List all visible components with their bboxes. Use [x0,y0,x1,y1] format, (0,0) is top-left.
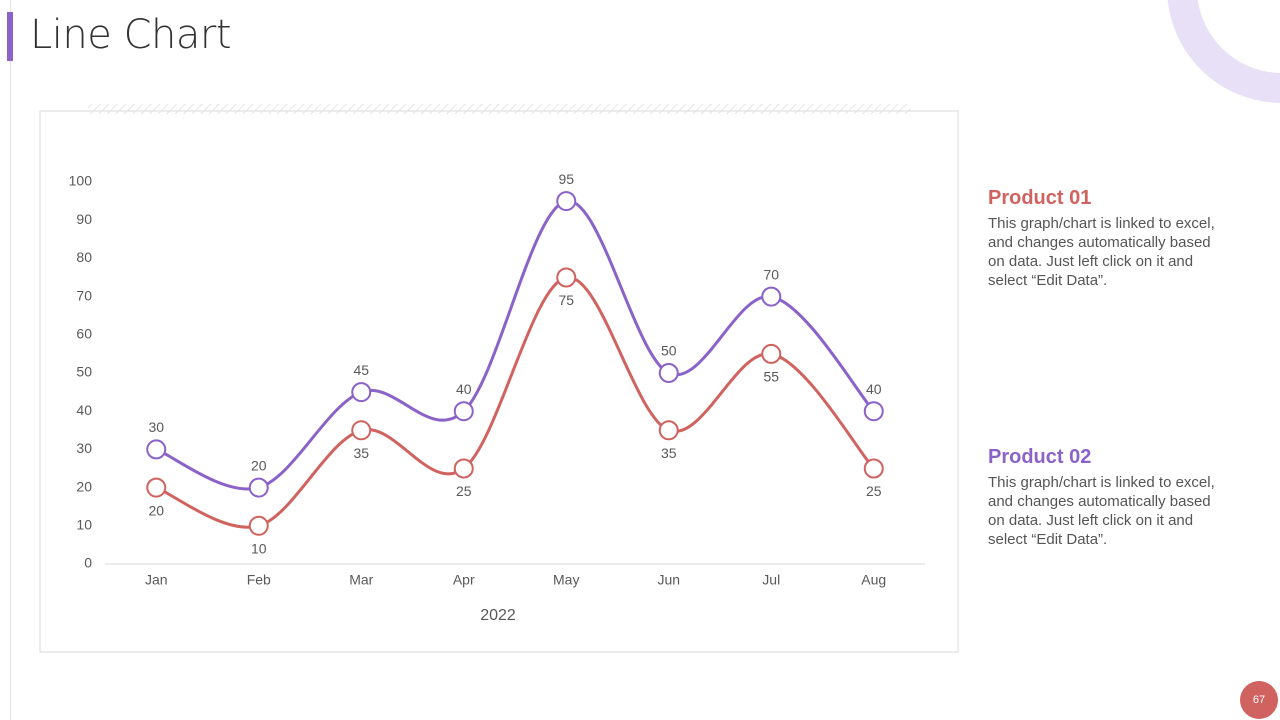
y-tick-label: 30 [76,440,92,456]
data-label: 30 [148,419,164,435]
point [658,420,679,441]
x-axis-title: 2022 [480,607,516,624]
data-label: 35 [353,445,369,461]
note-title: Product 02 [988,446,1092,468]
data-label: 20 [251,457,267,473]
point [351,420,372,441]
note-text: This graph/chart is linked to excel, and… [988,474,1215,548]
y-tick-label: 0 [84,555,92,571]
data-label: 40 [866,381,882,397]
y-tick-label: 20 [76,478,92,494]
series-line [155,199,875,491]
frame-strip [88,104,910,114]
point [248,515,269,536]
point [863,458,884,479]
x-tick-label: Mar [349,572,373,588]
x-tick-label: Apr [453,572,475,588]
y-tick-label: 100 [69,173,93,189]
data-label: 25 [866,483,882,499]
note-text: This graph/chart is linked to excel, and… [988,215,1215,289]
data-label: 95 [558,171,574,187]
y-tick-label: 10 [76,517,92,533]
point [146,439,167,460]
y-tick-label: 80 [76,249,92,265]
point [761,286,782,307]
point [658,363,679,383]
note-title: Product 01 [988,187,1092,209]
data-label: 10 [251,541,267,557]
data-label: 40 [456,381,472,397]
x-tick-label: Aug [861,572,886,588]
point [453,401,474,422]
y-tick-label: 90 [76,211,92,227]
data-label: 35 [661,445,677,461]
slide-title: Line Chart [30,12,232,58]
x-tick-label: May [553,572,579,588]
title-accent [7,12,13,61]
data-label: 50 [661,343,677,359]
data-label: 20 [148,502,164,518]
x-tick-label: Feb [247,572,271,588]
point [556,191,577,212]
point [453,458,474,479]
data-label: 75 [558,292,574,308]
point [146,477,167,498]
point [863,401,884,422]
y-tick-label: 50 [76,364,92,380]
point [761,343,782,364]
decor-arc [1167,0,1280,103]
note: Product 02 This graph/chart is linked to… [988,446,1230,549]
note: Product 01 This graph/chart is linked to… [988,187,1230,290]
x-tick-label: Jun [657,572,680,588]
data-label: 25 [456,483,472,499]
point [351,382,372,403]
data-label: 45 [353,362,369,378]
x-tick-label: Jul [762,572,780,588]
y-tick-label: 70 [76,287,92,303]
x-tick-label: Jan [145,572,168,588]
point [248,477,269,498]
chart-frame [39,110,959,653]
y-tick-label: 40 [76,402,92,418]
data-label: 55 [763,369,779,385]
data-label: 70 [763,266,779,282]
point [556,267,577,288]
y-tick-label: 60 [76,326,92,342]
series-line [155,275,875,529]
page-number: 67 [1240,681,1278,719]
